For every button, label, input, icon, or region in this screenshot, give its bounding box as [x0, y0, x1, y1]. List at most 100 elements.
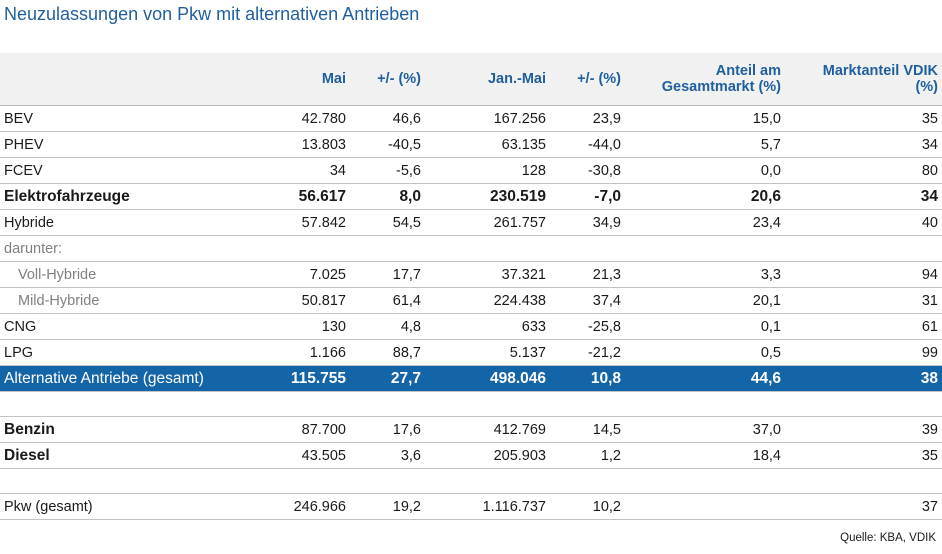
row-label: Pkw (gesamt)	[0, 493, 250, 520]
cell-change-jan-mai: 1,2	[550, 442, 625, 469]
cell-change-jan-mai: 10,2	[550, 493, 625, 520]
cell-vdik: 34	[785, 131, 942, 158]
row-label: Alternative Antriebe (gesamt)	[0, 365, 250, 392]
cell-vdik: 37	[785, 493, 942, 520]
cell-vdik: 35	[785, 442, 942, 469]
table-row-darunter: darunter:	[0, 235, 942, 262]
cell-anteil: 18,4	[625, 442, 785, 469]
table-row-diesel: Diesel 43.505 3,6 205.903 1,2 18,4 35	[0, 442, 942, 469]
cell-vdik: 61	[785, 313, 942, 340]
cell-anteil: 23,4	[625, 209, 785, 236]
row-label: FCEV	[0, 157, 250, 184]
cell-anteil: 3,3	[625, 261, 785, 288]
cell-anteil: 44,6	[625, 365, 785, 392]
cell-anteil: 15,0	[625, 105, 785, 132]
cell-jan-mai: 5.137	[425, 339, 550, 366]
cell-mai: 57.842	[250, 209, 350, 236]
cell-vdik: 99	[785, 339, 942, 366]
cell-change-mai: 17,6	[350, 416, 425, 443]
table-row-bev: BEV 42.780 46,6 167.256 23,9 15,0 35	[0, 105, 942, 132]
cell-vdik: 31	[785, 287, 942, 314]
table-row-mild-hybride: Mild-Hybride 50.817 61,4 224.438 37,4 20…	[0, 287, 942, 314]
cell-anteil: 5,7	[625, 131, 785, 158]
row-label: CNG	[0, 313, 250, 340]
header-label-cell	[0, 53, 250, 106]
cell-anteil: 0,1	[625, 313, 785, 340]
cell-change-mai: 46,6	[350, 105, 425, 132]
cell-change-mai: 19,2	[350, 493, 425, 520]
row-label: Benzin	[0, 416, 250, 443]
cell-jan-mai: 498.046	[425, 365, 550, 392]
cell-change-jan-mai: -44,0	[550, 131, 625, 158]
table-row-pkw-gesamt: Pkw (gesamt) 246.966 19,2 1.116.737 10,2…	[0, 493, 942, 520]
cell-mai: 246.966	[250, 493, 350, 520]
header-jan-mai: Jan.-Mai	[425, 53, 550, 106]
cell-mai: 130	[250, 313, 350, 340]
cell-change-jan-mai: -30,8	[550, 157, 625, 184]
cell-mai: 42.780	[250, 105, 350, 132]
cell-anteil: 20,1	[625, 287, 785, 314]
cell-change-jan-mai: 21,3	[550, 261, 625, 288]
cell-jan-mai: 224.438	[425, 287, 550, 314]
page-title: Neuzulassungen von Pkw mit alternativen …	[4, 4, 420, 24]
cell-mai: 87.700	[250, 416, 350, 443]
cell-jan-mai: 1.116.737	[425, 493, 550, 520]
table-row-elektrofahrzeuge: Elektrofahrzeuge 56.617 8,0 230.519 -7,0…	[0, 183, 942, 210]
table-row-benzin: Benzin 87.700 17,6 412.769 14,5 37,0 39	[0, 416, 942, 443]
cell-change-mai: 61,4	[350, 287, 425, 314]
row-label: darunter:	[0, 235, 250, 262]
cell-jan-mai: 128	[425, 157, 550, 184]
cell-vdik: 40	[785, 209, 942, 236]
header-vdik: Marktanteil VDIK (%)	[785, 53, 942, 106]
row-label: Voll-Hybride	[0, 261, 250, 288]
row-label: Mild-Hybride	[0, 287, 250, 314]
cell-jan-mai: 230.519	[425, 183, 550, 210]
cell-vdik: 38	[785, 365, 942, 392]
cell-change-jan-mai: 23,9	[550, 105, 625, 132]
cell-change-mai: 8,0	[350, 183, 425, 210]
cell-change-jan-mai: -21,2	[550, 339, 625, 366]
cell-jan-mai: 412.769	[425, 416, 550, 443]
cell-vdik: 34	[785, 183, 942, 210]
cell-anteil: 0,0	[625, 157, 785, 184]
cell-mai: 56.617	[250, 183, 350, 210]
row-label: LPG	[0, 339, 250, 366]
row-label: PHEV	[0, 131, 250, 158]
cell-anteil: 37,0	[625, 416, 785, 443]
cell-change-mai: 3,6	[350, 442, 425, 469]
cell-change-mai: 4,8	[350, 313, 425, 340]
cell-anteil	[625, 493, 785, 520]
table-row-cng: CNG 130 4,8 633 -25,8 0,1 61	[0, 313, 942, 340]
cell-mai: 13.803	[250, 131, 350, 158]
table-row-hybride: Hybride 57.842 54,5 261.757 34,9 23,4 40	[0, 209, 942, 236]
cell-change-jan-mai: -7,0	[550, 183, 625, 210]
table-row-alternative-gesamt: Alternative Antriebe (gesamt) 115.755 27…	[0, 365, 942, 392]
source-note: Quelle: KBA, VDIK	[840, 532, 936, 544]
cell-jan-mai: 63.135	[425, 131, 550, 158]
header-change-jan-mai: +/- (%)	[550, 53, 625, 106]
cell-anteil: 20,6	[625, 183, 785, 210]
header-change-mai: +/- (%)	[350, 53, 425, 106]
spacer-row	[0, 468, 942, 494]
cell-change-mai: -5,6	[350, 157, 425, 184]
row-label: Diesel	[0, 442, 250, 469]
cell-change-mai: 27,7	[350, 365, 425, 392]
header-mai: Mai	[250, 53, 350, 106]
cell-anteil: 0,5	[625, 339, 785, 366]
cell-change-mai: 17,7	[350, 261, 425, 288]
cell-change-jan-mai: -25,8	[550, 313, 625, 340]
cell-change-mai: -40,5	[350, 131, 425, 158]
table-row-voll-hybride: Voll-Hybride 7.025 17,7 37.321 21,3 3,3 …	[0, 261, 942, 288]
row-label: Elektrofahrzeuge	[0, 183, 250, 210]
registrations-table: Mai +/- (%) Jan.-Mai +/- (%) Anteil am G…	[0, 53, 942, 520]
cell-change-mai: 54,5	[350, 209, 425, 236]
cell-jan-mai: 261.757	[425, 209, 550, 236]
cell-vdik: 94	[785, 261, 942, 288]
cell-mai: 34	[250, 157, 350, 184]
cell-mai: 50.817	[250, 287, 350, 314]
table-row-phev: PHEV 13.803 -40,5 63.135 -44,0 5,7 34	[0, 131, 942, 158]
cell-mai: 1.166	[250, 339, 350, 366]
cell-mai: 115.755	[250, 365, 350, 392]
cell-vdik: 80	[785, 157, 942, 184]
cell-jan-mai: 205.903	[425, 442, 550, 469]
